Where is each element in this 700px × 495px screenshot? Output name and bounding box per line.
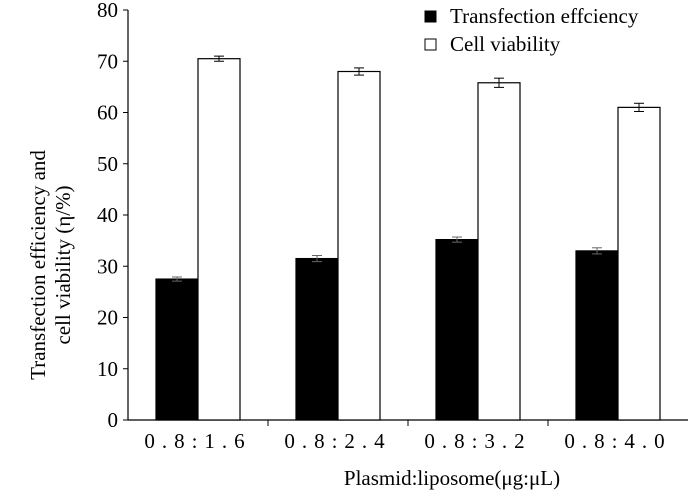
y-tick-label: 40 — [97, 203, 118, 227]
x-axis-ticks: 0.8:1.6 0.8:2.4 0.8:3.2 0.8:4.0 — [144, 420, 671, 453]
bars — [155, 55, 661, 421]
y-tick-label: 70 — [97, 49, 118, 73]
bar-viability-2 — [337, 70, 381, 421]
y-axis-ticks: 0 10 20 30 40 50 60 70 80 — [97, 0, 128, 432]
x-axis-label: Plasmid:liposome(μg:μL) — [344, 466, 560, 490]
y-tick-label: 80 — [97, 0, 118, 22]
y-tick-label: 0 — [108, 408, 119, 432]
legend-label: Transfection effciency — [450, 4, 639, 28]
y-axis-label: Transfection efficiency and cell viabili… — [26, 150, 75, 380]
legend-swatch — [424, 10, 437, 23]
legend-swatch — [424, 38, 437, 51]
legend-label: Cell viability — [450, 32, 561, 56]
bar-transfection-2 — [295, 257, 339, 421]
bar-transfection-3 — [435, 239, 479, 421]
y-tick-label: 50 — [97, 152, 118, 176]
y-axis-label-line1: Transfection efficiency and — [26, 150, 50, 380]
y-tick-label: 60 — [97, 101, 118, 125]
x-tick-label: 0.8:2.4 — [284, 429, 391, 453]
bar-viability-1 — [197, 58, 241, 421]
bar-viability-3 — [477, 82, 521, 421]
x-tick-label: 0.8:1.6 — [144, 429, 251, 453]
y-tick-label: 30 — [97, 254, 118, 278]
x-tick-label: 0.8:3.2 — [424, 429, 531, 453]
y-axis-label-line2: cell viability (η/%) — [51, 185, 75, 344]
bar-transfection-1 — [155, 278, 199, 421]
legend: Transfection effciency Cell viability — [424, 4, 639, 56]
bar-transfection-4 — [575, 250, 619, 421]
y-tick-label: 20 — [97, 306, 118, 330]
x-tick-label: 0.8:4.0 — [564, 429, 671, 453]
bar-viability-4 — [617, 106, 661, 421]
y-tick-label: 10 — [97, 357, 118, 381]
